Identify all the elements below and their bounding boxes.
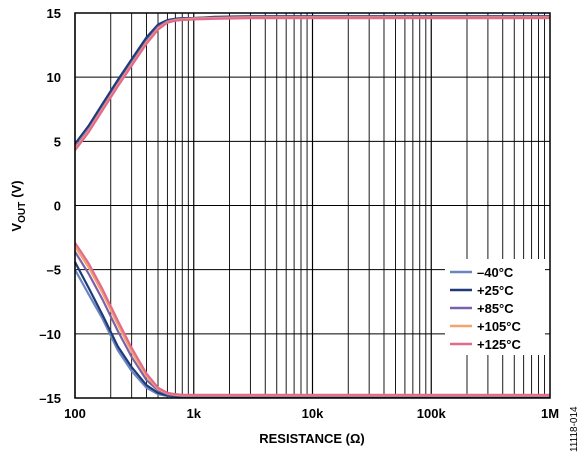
y-tick-label: 5	[54, 134, 61, 149]
series-line-positive	[74, 17, 550, 151]
legend-label: –40°C	[477, 265, 514, 280]
x-tick-label: 10k	[302, 406, 324, 421]
y-axis-title: VOUT (V)	[9, 180, 28, 231]
y-axis-title-sub: OUT	[17, 202, 28, 223]
x-tick-label: 1k	[187, 406, 202, 421]
legend-label: +105°C	[477, 319, 521, 334]
x-axis-title: RESISTANCE (Ω)	[259, 431, 365, 446]
series-lines	[74, 15, 550, 398]
y-tick-labels: –15 –10 –5 0 5 10 15	[39, 6, 61, 406]
y-axis-title-main: V	[9, 223, 24, 232]
series-line-negative	[74, 242, 550, 396]
y-tick-label: –15	[39, 391, 61, 406]
y-tick-label: 0	[54, 199, 61, 214]
x-tick-label: 100k	[417, 406, 447, 421]
legend-label: +25°C	[477, 283, 514, 298]
y-tick-label: 10	[47, 70, 61, 85]
y-tick-label: 15	[47, 6, 61, 21]
legend: –40°C +25°C +85°C +105°C +125°C	[445, 259, 545, 355]
x-tick-label: 100	[64, 406, 86, 421]
x-tick-label: 1M	[541, 406, 559, 421]
plot-frame	[74, 12, 551, 399]
y-tick-label: –10	[39, 327, 61, 342]
y-tick-label: –5	[47, 263, 61, 278]
y-axis-title-unit: (V)	[9, 180, 24, 197]
legend-label: +85°C	[477, 301, 514, 316]
figure-id: 11118-014	[569, 406, 580, 452]
legend-label: +125°C	[477, 337, 521, 352]
x-tick-labels: 100 1k 10k 100k 1M	[64, 406, 559, 421]
